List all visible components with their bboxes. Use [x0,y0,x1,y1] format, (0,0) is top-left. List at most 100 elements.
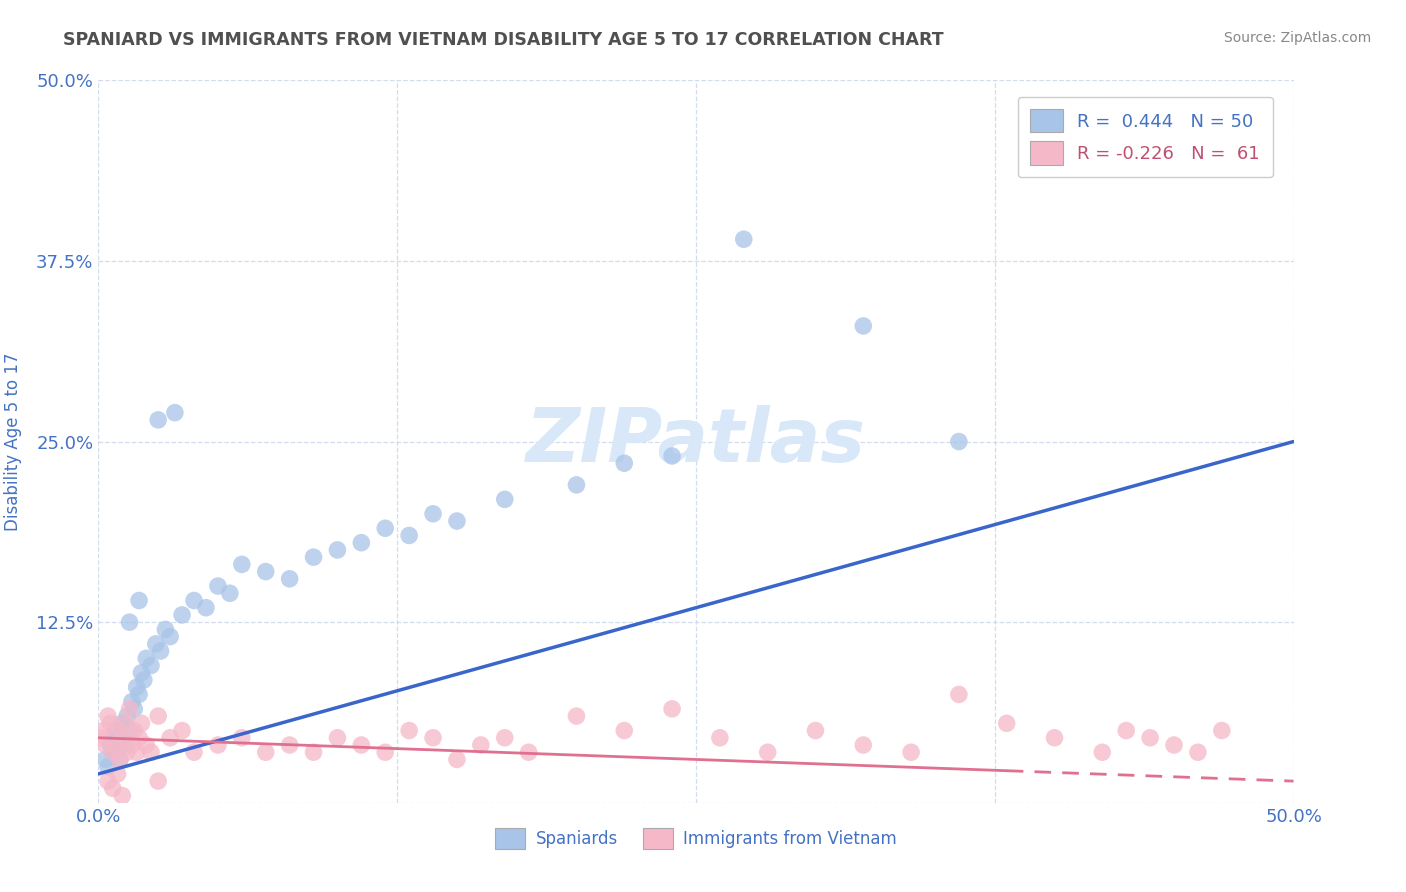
Point [207,579,229,593]
Text: SPANIARD VS IMMIGRANTS FROM VIETNAM DISABILITY AGE 5 TO 17 CORRELATION CHART: SPANIARD VS IMMIGRANTS FROM VIETNAM DISA… [63,31,943,49]
Legend: Spaniards, Immigrants from Vietnam: Spaniards, Immigrants from Vietnam [489,822,903,856]
Point [128,687,150,701]
Point [219,586,242,600]
Point [135,651,157,665]
Point [101,745,124,759]
Point [326,731,349,745]
Point [155,623,177,637]
Point [254,565,277,579]
Point [90,731,112,745]
Point [326,542,349,557]
Point [91,723,114,738]
Point [565,478,588,492]
Point [148,413,170,427]
Point [278,572,301,586]
Point [565,709,588,723]
Point [124,810,146,824]
Point [98,738,122,752]
Point [172,607,194,622]
Point [517,745,540,759]
Point [1091,745,1114,759]
Point [195,600,218,615]
Point [231,558,253,572]
Point [494,492,516,507]
Point [1043,731,1066,745]
Point [115,745,138,759]
Point [125,680,148,694]
Point [107,731,129,745]
Point [107,767,129,781]
Point [148,774,170,789]
Point [172,723,194,738]
Point [661,449,683,463]
Point [661,702,683,716]
Point [114,738,136,752]
Point [446,752,468,766]
Point [159,630,181,644]
Point [350,535,373,549]
Point [183,745,205,759]
Point [231,731,253,745]
Point [398,723,420,738]
Point [131,716,153,731]
Point [128,593,150,607]
Point [121,695,143,709]
Point [159,731,181,745]
Point [374,745,396,759]
Point [1163,102,1185,116]
Point [131,665,153,680]
Point [98,716,122,731]
Point [374,521,396,535]
Point [104,738,127,752]
Point [948,687,970,701]
Point [104,723,127,738]
Point [118,723,141,738]
Point [148,709,170,723]
Point [111,789,134,803]
Point [446,514,468,528]
Point [101,745,124,759]
Point [900,745,922,759]
Point [125,745,148,759]
Point [422,731,444,745]
Point [207,738,229,752]
Point [94,752,117,766]
Point [111,716,134,731]
Point [107,723,129,738]
Point [114,716,136,731]
Point [470,738,492,752]
Point [124,702,146,716]
Point [613,723,636,738]
Point [1211,723,1233,738]
Point [118,615,141,630]
Point [101,781,124,796]
Point [852,318,875,333]
Text: Source: ZipAtlas.com: Source: ZipAtlas.com [1223,31,1371,45]
Point [108,752,131,766]
Point [804,723,827,738]
Point [97,760,120,774]
Point [398,528,420,542]
Point [852,738,875,752]
Point [118,702,141,716]
Point [494,731,516,745]
Point [278,738,301,752]
Point [149,644,172,658]
Point [709,731,731,745]
Point [111,731,134,745]
Point [254,745,277,759]
Point [108,752,131,766]
Point [1163,738,1185,752]
Point [995,716,1018,731]
Point [135,738,157,752]
Point [163,406,186,420]
Point [128,731,150,745]
Point [1115,723,1137,738]
Point [115,709,138,723]
Point [145,637,167,651]
Point [139,745,162,759]
Point [183,593,205,607]
Point [733,232,755,246]
Point [302,745,325,759]
Point [756,745,779,759]
